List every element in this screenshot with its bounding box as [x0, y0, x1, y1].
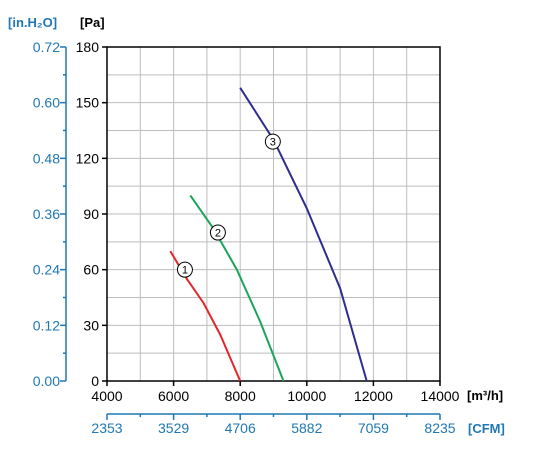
y2-axis-tick-label: 0.12 — [33, 317, 60, 333]
y2-axis-tick-label: 0.00 — [33, 373, 60, 389]
curve-marker-label-1: 1 — [182, 265, 188, 277]
x2-axis-tick-label: 7059 — [358, 420, 389, 436]
curve-marker-circle-2 — [209, 224, 226, 241]
x-axis-tick-label: 10000 — [287, 388, 326, 404]
x-axis-tick-label: 8000 — [225, 388, 256, 404]
curve-marker-circle-1 — [176, 261, 193, 278]
y-axis-tick-label: 30 — [83, 317, 99, 333]
y-axis-tick-label: 60 — [83, 262, 99, 278]
x2-axis-tick-label: 5882 — [291, 420, 322, 436]
x2-axis-tick-label: 8235 — [424, 420, 455, 436]
curve-marker-label-3: 3 — [270, 137, 276, 149]
y-axis-unit-label: [Pa] — [80, 15, 105, 30]
y-axis-tick-label: 150 — [76, 95, 100, 111]
x2-axis-tick-label: 3529 — [158, 420, 189, 436]
curve-2 — [189, 194, 285, 382]
y2-axis-tick-label: 0.36 — [33, 206, 60, 222]
axes: 0 30 60 90 120 150 180 0.00 0.12 0.24 0.36 0.48 0.60… — [33, 39, 460, 436]
y-axis-tick-label: 90 — [83, 206, 99, 222]
x2-axis-unit-label: [CFM] — [468, 421, 505, 436]
y-axis-tick-label: 180 — [76, 39, 100, 55]
curve-3 — [239, 87, 368, 382]
y-axis-tick-label: 0 — [91, 373, 99, 389]
x-axis-tick-label: 4000 — [91, 388, 122, 404]
y2-axis-tick-label: 0.72 — [33, 39, 60, 55]
y-axis-tick-label: 120 — [76, 150, 100, 166]
x-axis-tick-label: 14000 — [421, 388, 460, 404]
y2-axis-tick-label: 0.60 — [33, 95, 60, 111]
x-axis-unit-label: [m³/h] — [467, 388, 503, 403]
y2-axis-tick-label: 0.48 — [33, 150, 60, 166]
performance-curves — [169, 87, 368, 382]
curve-markers: 1 2 3 — [176, 133, 281, 278]
y2-axis-unit-label: [in.H₂O] — [8, 15, 57, 30]
x2-axis-tick-label: 2353 — [91, 420, 122, 436]
x-axis-tick-label: 12000 — [354, 388, 393, 404]
grid-lines — [106, 46, 441, 382]
x2-axis-tick-label: 4706 — [225, 420, 256, 436]
x-axis-tick-label: 6000 — [158, 388, 189, 404]
curve-marker-label-2: 2 — [215, 228, 221, 240]
y2-axis-tick-label: 0.24 — [33, 262, 60, 278]
curve-marker-circle-3 — [264, 133, 281, 150]
